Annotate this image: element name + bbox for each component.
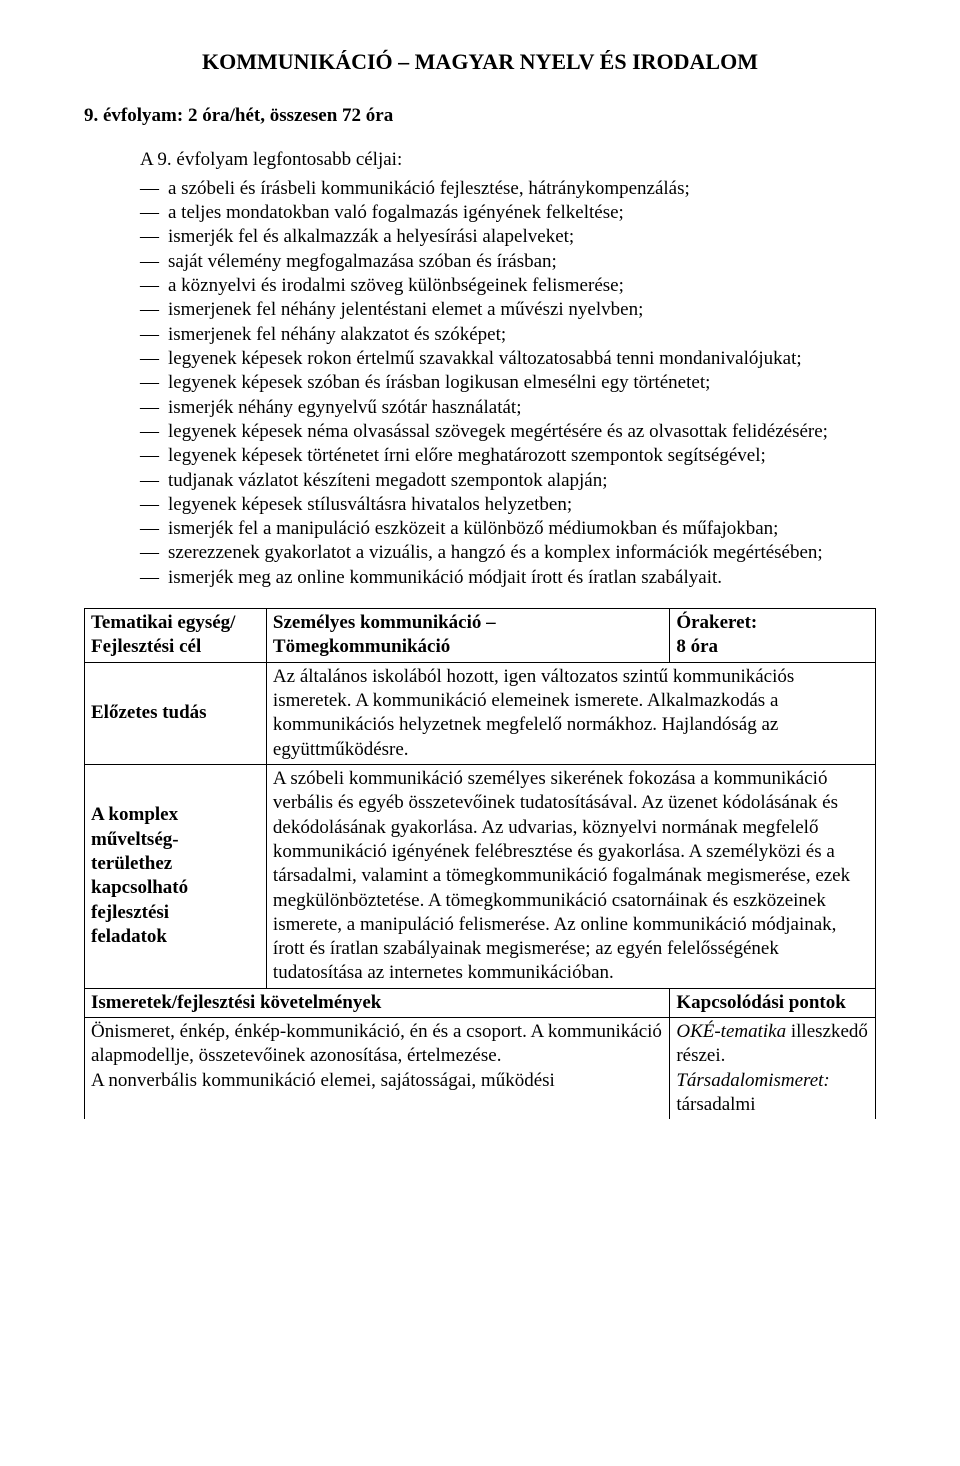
list-item: a köznyelvi és irodalmi szöveg különbség…: [140, 274, 876, 298]
dev-line4: kapcsolható: [91, 876, 260, 900]
list-item: a teljes mondatokban való fogalmazás igé…: [140, 201, 876, 225]
dev-line3: területhez: [91, 852, 260, 876]
list-item: ismerjék néhány egynyelvű szótár használ…: [140, 396, 876, 420]
connections-header: Kapcsolódási pontok: [670, 988, 876, 1017]
dev-tasks-content: A szóbeli kommunikáció személyes sikerén…: [266, 764, 875, 988]
dev-line6: feladatok: [91, 925, 260, 949]
list-item: ismerjék meg az online kommunikáció módj…: [140, 566, 876, 590]
goal-list: a szóbeli és írásbeli kommunikáció fejle…: [140, 177, 876, 590]
list-item: a szóbeli és írásbeli kommunikáció fejle…: [140, 177, 876, 201]
intro-text: A 9. évfolyam legfontosabb céljai:: [140, 148, 876, 172]
hours-cell: Órakeret: 8 óra: [670, 609, 876, 663]
table-row: Önismeret, énkép, énkép-kommunikáció, én…: [85, 1018, 876, 1120]
list-item: legyenek képesek történetet írni előre m…: [140, 444, 876, 468]
list-item: ismerjék fel és alkalmazzák a helyesírás…: [140, 225, 876, 249]
list-item: ismerjék fel a manipuláció eszközeit a k…: [140, 517, 876, 541]
list-item: legyenek képesek szóban és írásban logik…: [140, 371, 876, 395]
list-item: legyenek képesek néma olvasással szövege…: [140, 420, 876, 444]
subtitle: 9. évfolyam: 2 óra/hét, összesen 72 óra: [84, 104, 876, 128]
prior-knowledge-label: Előzetes tudás: [85, 662, 267, 764]
main-title: KOMMUNIKÁCIÓ – MAGYAR NYELV ÉS IRODALOM: [84, 48, 876, 76]
table-row: Tematikai egység/ Fejlesztési cél Személ…: [85, 609, 876, 663]
thematic-unit-cell: Tematikai egység/ Fejlesztési cél: [85, 609, 267, 663]
content-table: Tematikai egység/ Fejlesztési cél Személ…: [84, 608, 876, 1119]
table-row: A komplex műveltség- területhez kapcsolh…: [85, 764, 876, 988]
list-item: ismerjenek fel néhány jelentéstani eleme…: [140, 298, 876, 322]
conn-italic1: OKÉ-tematika: [676, 1021, 791, 1042]
requirements-header: Ismeretek/fejlesztési követelmények: [85, 988, 670, 1017]
list-item: tudjanak vázlatot készíteni megadott sze…: [140, 469, 876, 493]
dev-line1: A komplex: [91, 803, 260, 827]
thematic-unit-line1: Tematikai egység/: [91, 611, 260, 635]
table-row: Előzetes tudás Az általános iskolából ho…: [85, 662, 876, 764]
list-item: szerezzenek gyakorlatot a vizuális, a ha…: [140, 541, 876, 565]
hours-line1: Órakeret:: [676, 611, 869, 635]
list-item: saját vélemény megfogalmazása szóban és …: [140, 250, 876, 274]
list-item: legyenek képesek stílusváltásra hivatalo…: [140, 493, 876, 517]
list-item: legyenek képesek rokon értelmű szavakkal…: [140, 347, 876, 371]
prior-knowledge-content: Az általános iskolából hozott, igen vált…: [266, 662, 875, 764]
table-row: Ismeretek/fejlesztési követelmények Kapc…: [85, 988, 876, 1017]
topic-title-cell: Személyes kommunikáció – Tömegkommunikác…: [266, 609, 669, 663]
list-item: ismerjenek fel néhány alakzatot és szóké…: [140, 323, 876, 347]
conn-plain2: társadalmi: [676, 1094, 755, 1115]
thematic-unit-line2: Fejlesztési cél: [91, 635, 260, 659]
dev-tasks-label: A komplex műveltség- területhez kapcsolh…: [85, 764, 267, 988]
requirements-content: Önismeret, énkép, énkép-kommunikáció, én…: [85, 1018, 670, 1120]
dev-line2: műveltség-: [91, 828, 260, 852]
hours-line2: 8 óra: [676, 635, 869, 659]
conn-italic2: Társadalomismeret:: [676, 1070, 829, 1091]
dev-line5: fejlesztési: [91, 901, 260, 925]
connections-content: OKÉ-tematika illeszkedő részei. Társadal…: [670, 1018, 876, 1120]
